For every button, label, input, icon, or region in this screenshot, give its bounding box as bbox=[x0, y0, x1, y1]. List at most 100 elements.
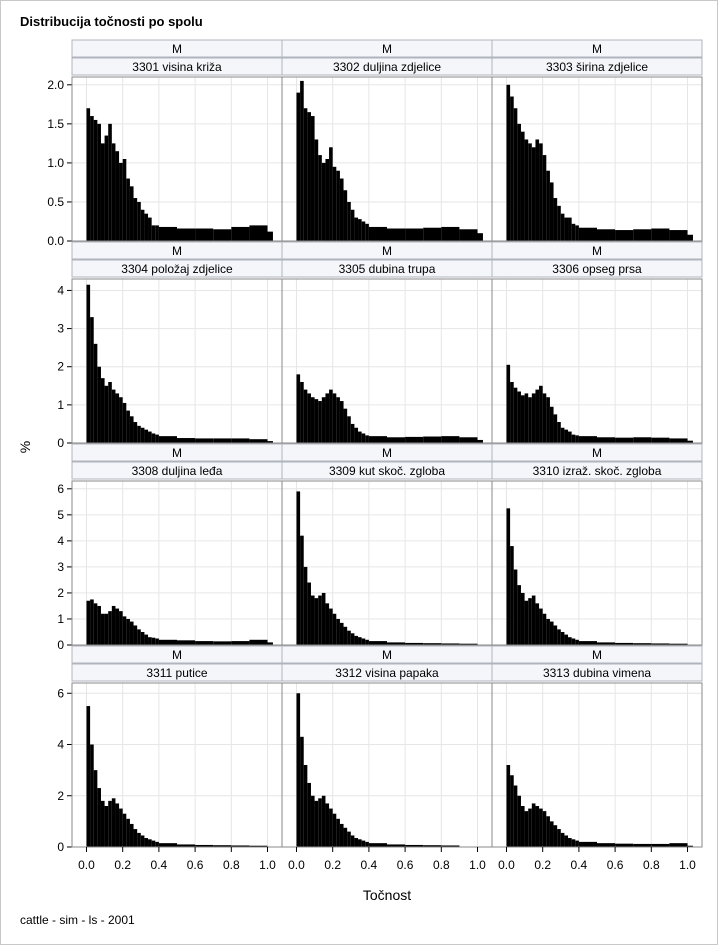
panel-strip-trait bbox=[491, 57, 703, 76]
histogram-bar bbox=[553, 414, 558, 443]
histogram-bar bbox=[513, 108, 518, 241]
histogram-bar bbox=[303, 389, 308, 443]
panel-trait-label: 3302 duljina zdjelice bbox=[333, 60, 441, 74]
histogram-bar bbox=[126, 618, 130, 645]
histogram-bar bbox=[307, 112, 311, 242]
histogram-bar bbox=[510, 381, 514, 443]
histogram-bar bbox=[177, 640, 196, 645]
histogram-bar bbox=[633, 643, 652, 645]
histogram-bar bbox=[137, 425, 141, 443]
histogram-bar bbox=[557, 422, 561, 443]
panel-sex-label: M bbox=[592, 244, 602, 258]
x-tick-label: 0.0 bbox=[498, 858, 515, 872]
histogram-bar bbox=[365, 435, 369, 443]
y-tick-label: 2 bbox=[57, 586, 64, 600]
x-tick-label: 1.0 bbox=[679, 858, 696, 872]
histogram-bar bbox=[464, 233, 483, 241]
histogram-bar bbox=[546, 397, 550, 443]
histogram-bar bbox=[133, 625, 138, 645]
histogram-bar bbox=[358, 839, 362, 847]
histogram-bar bbox=[535, 389, 540, 443]
histogram-bar bbox=[531, 393, 536, 443]
y-tick-label: 2 bbox=[57, 360, 64, 374]
histogram-bar bbox=[520, 395, 525, 443]
histogram-bar bbox=[405, 844, 424, 847]
histogram-bar bbox=[122, 616, 127, 645]
panel-sex-label: M bbox=[382, 446, 392, 460]
histogram-bar bbox=[343, 190, 348, 241]
x-tick-label: 0.6 bbox=[397, 858, 414, 872]
histogram-bar bbox=[158, 226, 177, 241]
histogram-bar bbox=[339, 622, 344, 645]
panel-strip-sex bbox=[491, 645, 703, 664]
panel-sex-label: M bbox=[382, 648, 392, 662]
histogram-bar bbox=[571, 839, 576, 847]
y-tick-label: 2.0 bbox=[47, 78, 64, 92]
histogram-bar bbox=[339, 823, 344, 847]
panel-trait-label: 3303 širina zdjelice bbox=[546, 60, 648, 74]
histogram-bar bbox=[93, 603, 98, 645]
histogram-bar bbox=[633, 229, 652, 241]
histogram-bar bbox=[122, 159, 127, 241]
histogram-bar bbox=[300, 381, 304, 443]
histogram-bar bbox=[296, 491, 301, 645]
histogram-bar bbox=[231, 845, 250, 847]
histogram-bar bbox=[115, 608, 120, 645]
histogram-bar bbox=[296, 374, 301, 443]
histogram-bar bbox=[354, 217, 359, 241]
panel-border bbox=[491, 76, 703, 242]
x-tick-label: 0.0 bbox=[78, 858, 95, 872]
y-tick-label: 3 bbox=[57, 322, 64, 336]
x-tick-label: 0.2 bbox=[324, 858, 341, 872]
histogram-bar bbox=[318, 401, 322, 443]
histogram-bar bbox=[104, 385, 109, 443]
histogram-bar bbox=[158, 639, 177, 645]
histogram-bar bbox=[354, 635, 359, 645]
histogram-bar bbox=[578, 841, 597, 847]
histogram-bar bbox=[90, 317, 94, 443]
y-tick-label: 0.0 bbox=[47, 234, 64, 248]
histogram-bar bbox=[111, 389, 116, 443]
panel-strip-trait bbox=[491, 259, 703, 278]
histogram-bar bbox=[441, 436, 460, 443]
histogram-bar bbox=[350, 633, 355, 645]
histogram-bar bbox=[329, 808, 333, 847]
histogram-bar bbox=[144, 634, 149, 645]
histogram-bar bbox=[553, 825, 558, 847]
histogram-bar bbox=[137, 201, 141, 241]
chart-footnote: cattle - sim - ls - 2001 bbox=[20, 913, 135, 927]
histogram-bar bbox=[441, 643, 460, 645]
histogram-bar bbox=[177, 438, 196, 443]
histogram-bar bbox=[104, 135, 109, 241]
histogram-bar bbox=[568, 637, 572, 645]
histogram-bar bbox=[104, 613, 109, 645]
histogram-bar bbox=[528, 808, 532, 847]
histogram-bar bbox=[347, 416, 351, 443]
histogram-bar bbox=[405, 642, 424, 645]
histogram-bar bbox=[560, 631, 565, 645]
histogram-bar bbox=[310, 595, 315, 645]
histogram-bar bbox=[578, 227, 597, 241]
histogram-bar bbox=[365, 841, 369, 847]
histogram-bar bbox=[177, 228, 196, 241]
histogram-bar bbox=[546, 618, 550, 645]
histogram-bar bbox=[354, 427, 359, 443]
histogram-bar bbox=[368, 641, 387, 645]
histogram-bar bbox=[517, 795, 521, 847]
histogram-bar bbox=[148, 839, 152, 847]
histogram-bar bbox=[93, 770, 98, 847]
histogram-bar bbox=[535, 603, 540, 645]
histogram-bar bbox=[119, 611, 123, 645]
histogram-bar bbox=[137, 629, 141, 645]
histogram-bar bbox=[144, 429, 149, 443]
histogram-bar bbox=[510, 96, 514, 242]
x-tick-label: 0.6 bbox=[187, 858, 204, 872]
histogram-bar bbox=[158, 843, 177, 847]
histogram-bar bbox=[578, 436, 597, 443]
histogram-bar bbox=[213, 438, 232, 443]
y-tick-label: 1.0 bbox=[47, 156, 64, 170]
histogram-bar bbox=[133, 829, 138, 847]
histogram-bar bbox=[140, 835, 145, 847]
histogram-bar bbox=[254, 231, 273, 241]
